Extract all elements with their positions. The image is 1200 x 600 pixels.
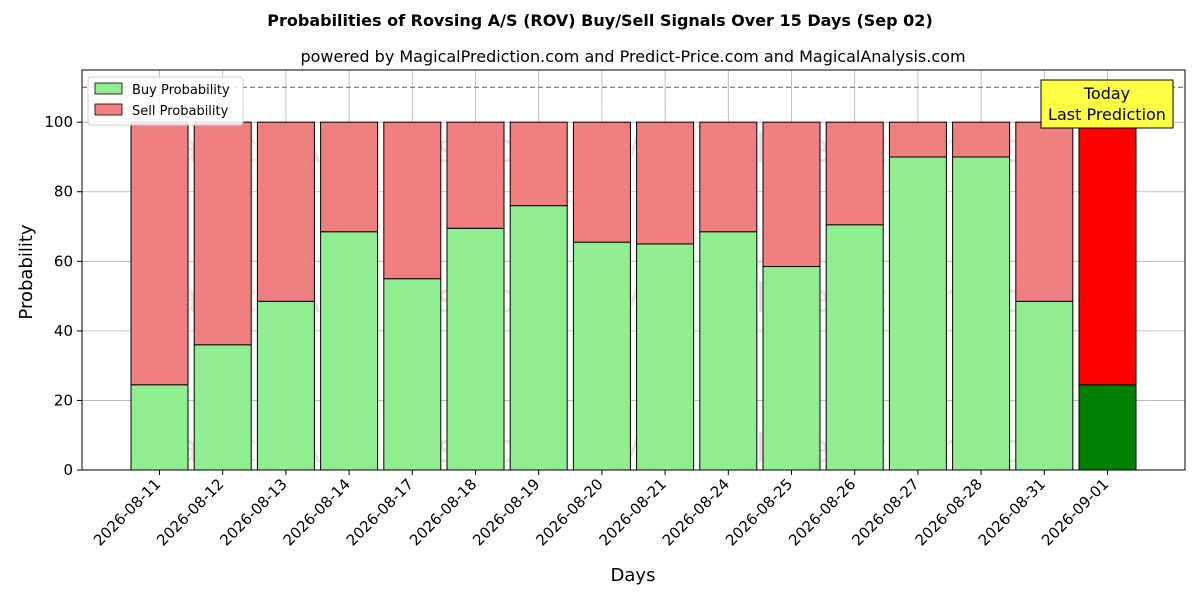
- bar-sell: [636, 121, 695, 245]
- bar-buy: [888, 156, 947, 471]
- bar-buy: [446, 227, 505, 471]
- bar-sell: [193, 121, 252, 346]
- bars: [130, 121, 1137, 471]
- annotation-line-1: Today: [1083, 84, 1130, 103]
- chart-title: Probabilities of Rovsing A/S (ROV) Buy/S…: [267, 11, 933, 30]
- x-tick-label: 2026-08-27: [848, 475, 922, 549]
- today-annotation: Today Last Prediction: [1040, 79, 1174, 129]
- legend: Buy Probability Sell Probability: [87, 76, 244, 126]
- y-axis-label: Probability: [16, 224, 37, 319]
- bar-sell: [762, 121, 821, 268]
- legend-swatch-buy: [94, 82, 123, 95]
- bar-buy: [193, 344, 252, 471]
- bar-buy: [509, 205, 568, 471]
- bar-buy: [1078, 384, 1137, 471]
- x-tick-label: 2026-09-01: [1038, 475, 1112, 549]
- bar-sell: [256, 121, 315, 302]
- x-tick-label: 2026-08-28: [912, 475, 986, 549]
- x-tick-label: 2026-08-12: [153, 475, 227, 549]
- bar-buy: [320, 231, 379, 471]
- bar-sell: [888, 121, 947, 158]
- y-tick-label: 80: [54, 183, 73, 201]
- x-tick-label: 2026-08-11: [90, 475, 164, 549]
- y-tick-label: 60: [54, 252, 73, 270]
- bar-sell: [699, 121, 758, 233]
- legend-swatch-sell: [94, 103, 123, 116]
- bar-buy: [572, 241, 631, 471]
- legend-label-buy: Buy Probability: [132, 83, 230, 98]
- bar-buy: [130, 384, 189, 471]
- bar-sell: [1078, 121, 1137, 386]
- bar-buy: [825, 224, 884, 471]
- x-axis-label: Days: [611, 565, 656, 586]
- y-tick-label: 100: [44, 113, 73, 131]
- legend-label-sell: Sell Probability: [132, 104, 229, 119]
- x-tick-label: 2026-08-21: [596, 475, 670, 549]
- x-tick-label: 2026-08-14: [280, 475, 354, 549]
- y-tick-label: 20: [54, 391, 73, 409]
- x-tick-label: 2026-08-18: [406, 475, 480, 549]
- bar-sell: [383, 121, 442, 280]
- x-tick-label: 2026-08-19: [469, 475, 543, 549]
- x-tick-label: 2026-08-20: [532, 475, 606, 549]
- chart-subtitle: powered by MagicalPrediction.com and Pre…: [300, 47, 965, 66]
- x-tick-label: 2026-08-24: [659, 475, 733, 549]
- y-tick-label: 40: [54, 322, 73, 340]
- bar-buy: [1015, 300, 1074, 471]
- x-tick-label: 2026-08-17: [343, 475, 417, 549]
- bar-sell: [320, 121, 379, 233]
- bar-sell: [825, 121, 884, 226]
- bar-sell: [509, 121, 568, 207]
- bar-sell: [130, 121, 189, 386]
- bar-buy: [256, 300, 315, 471]
- bar-sell: [952, 121, 1011, 158]
- bar-buy: [762, 266, 821, 471]
- bar-buy: [952, 156, 1011, 471]
- plot-frame: [81, 69, 1186, 471]
- legend-box: [87, 76, 244, 126]
- x-tick-label: 2026-08-26: [785, 475, 859, 549]
- y-tick-label: 0: [63, 461, 73, 479]
- bar-buy: [636, 243, 695, 471]
- annotation-line-2: Last Prediction: [1048, 105, 1166, 124]
- bar-sell: [572, 121, 631, 243]
- bar-buy: [699, 231, 758, 471]
- bar-sell: [1015, 121, 1074, 302]
- x-tick-label: 2026-08-25: [722, 475, 796, 549]
- annotation-box: [1040, 79, 1174, 129]
- x-tick-label: 2026-08-31: [975, 475, 1049, 549]
- bar-buy: [383, 278, 442, 471]
- bar-sell: [446, 121, 505, 229]
- x-tick-label: 2026-08-13: [216, 475, 290, 549]
